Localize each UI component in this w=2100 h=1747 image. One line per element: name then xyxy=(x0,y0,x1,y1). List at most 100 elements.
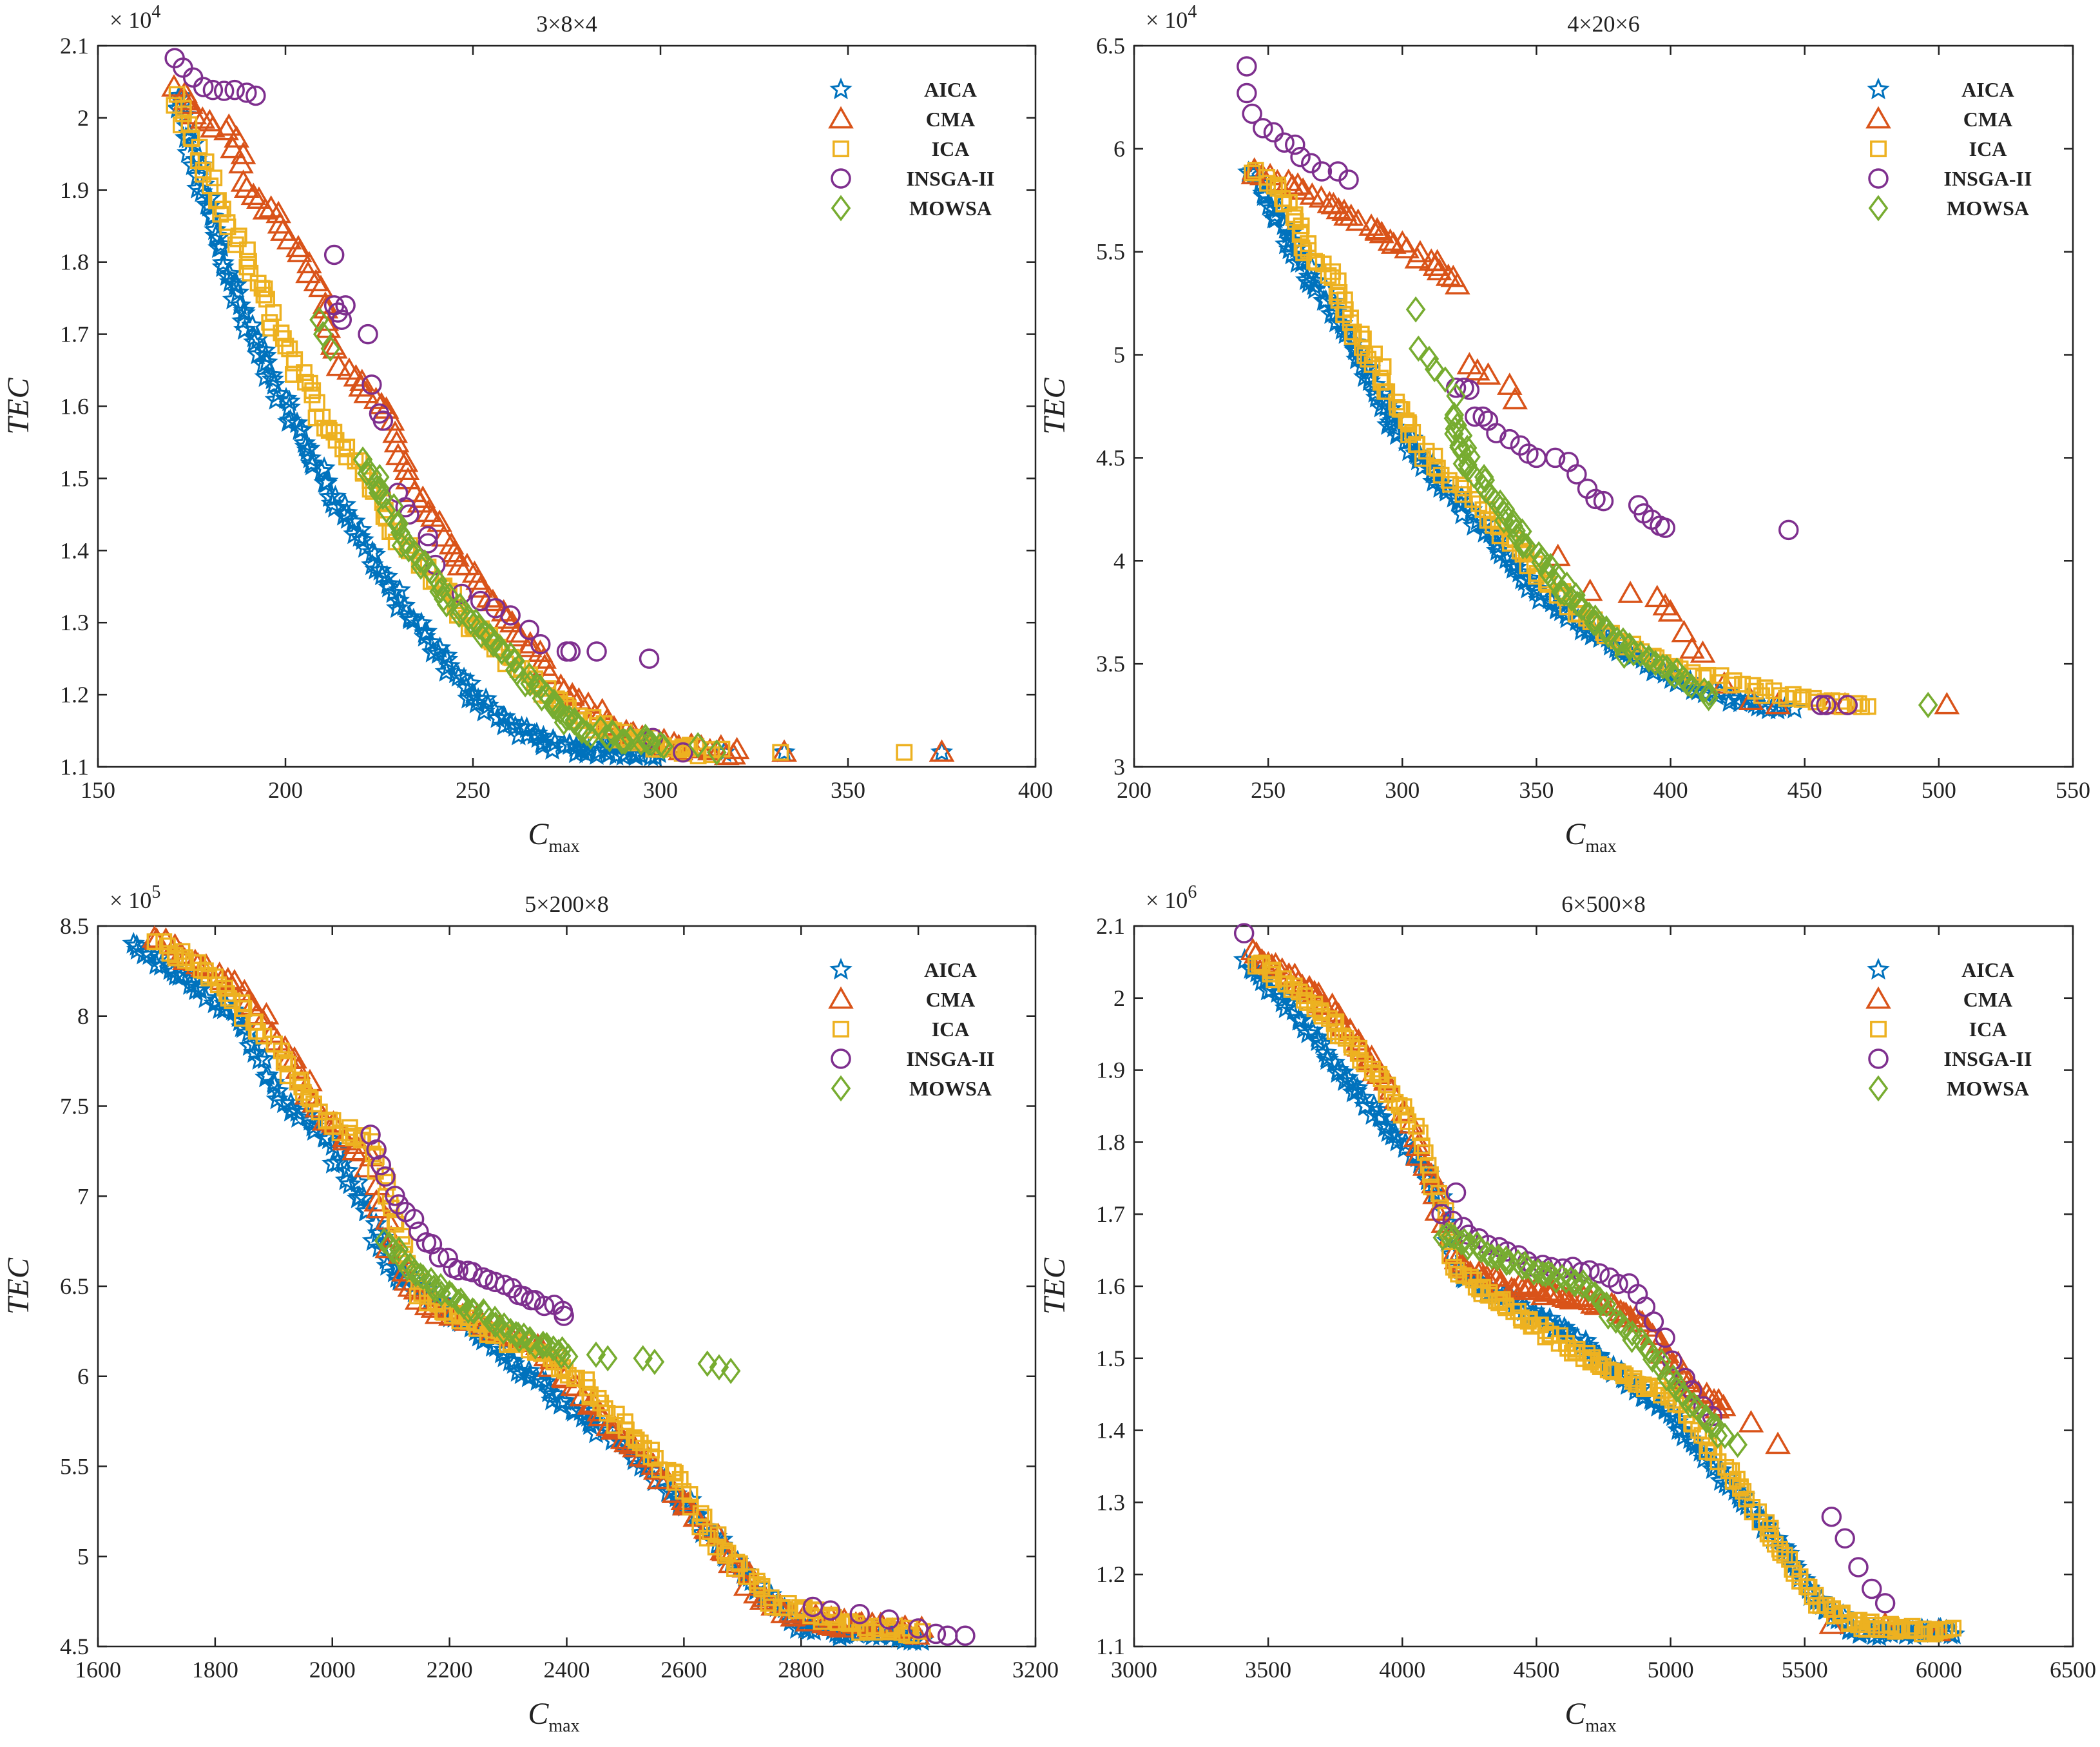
data-point xyxy=(1835,1528,1855,1549)
x-tick-label: 3500 xyxy=(1245,1657,1291,1683)
data-point xyxy=(1275,195,1293,213)
x-tick-label: 1600 xyxy=(75,1657,121,1683)
data-point xyxy=(276,227,302,250)
y-tick-label: 6 xyxy=(1113,136,1125,162)
data-point xyxy=(1639,646,1659,673)
data-point xyxy=(1287,213,1304,230)
data-point xyxy=(644,1348,665,1375)
legend-label: CMA xyxy=(926,108,975,131)
data-point xyxy=(1486,423,1507,443)
data-point xyxy=(361,374,382,395)
x-tick-label: 300 xyxy=(1385,777,1420,803)
data-point xyxy=(1862,1578,1882,1599)
data-point xyxy=(929,739,955,762)
data-point xyxy=(262,372,286,395)
data-point xyxy=(1513,530,1534,557)
legend-marker xyxy=(1870,140,1887,157)
y-tick-label: 1.5 xyxy=(60,465,89,491)
data-point xyxy=(1617,581,1643,603)
data-point xyxy=(1352,1052,1369,1069)
data-point xyxy=(1334,1027,1351,1045)
data-point xyxy=(278,409,302,430)
data-point xyxy=(1635,1297,1656,1317)
x-tick-label: 4000 xyxy=(1379,1657,1425,1683)
x-axis-label-sub: max xyxy=(548,836,579,856)
data-point xyxy=(1408,335,1429,362)
data-point xyxy=(1545,447,1566,468)
data-point xyxy=(673,742,693,763)
data-point xyxy=(764,1598,781,1616)
data-point xyxy=(1723,1462,1740,1480)
exponent-label: × 105 xyxy=(110,882,160,913)
data-point xyxy=(216,113,242,136)
legend-marker xyxy=(1870,1021,1887,1038)
x-tick-label: 1800 xyxy=(192,1657,238,1683)
data-point xyxy=(338,438,356,456)
data-point xyxy=(285,354,303,372)
data-point xyxy=(606,1416,623,1434)
data-point xyxy=(537,1331,557,1358)
data-point xyxy=(377,575,401,597)
legend-label: MOWSA xyxy=(909,197,992,220)
data-point xyxy=(371,1155,391,1175)
data-point xyxy=(1657,1365,1677,1392)
data-point xyxy=(392,449,419,472)
x-tick-label: 3000 xyxy=(1111,1657,1157,1683)
data-point xyxy=(878,1609,900,1630)
data-point xyxy=(1446,383,1466,409)
data-point xyxy=(1338,169,1359,190)
y-tick-label: 3 xyxy=(1113,754,1125,780)
y-tick-label: 1.2 xyxy=(1096,1561,1125,1587)
data-point xyxy=(621,725,641,752)
y-axis-label: TEC xyxy=(1037,378,1072,435)
data-point xyxy=(1389,399,1406,416)
data-point xyxy=(1530,1282,1556,1306)
data-point xyxy=(500,605,521,626)
legend: AICA CMA ICA INSGA-II MOWSA xyxy=(1865,77,2032,222)
y-tick-label: 6 xyxy=(77,1364,89,1389)
data-point xyxy=(1452,476,1469,494)
data-point xyxy=(309,306,329,333)
x-axis-label-main: C xyxy=(1565,1697,1586,1731)
data-point xyxy=(278,389,301,412)
data-point xyxy=(331,309,352,330)
data-point xyxy=(436,591,457,618)
data-point xyxy=(307,409,325,427)
data-point xyxy=(290,418,314,439)
x-axis-label: Cmax xyxy=(1565,817,1616,856)
data-point xyxy=(138,943,161,965)
panel-1: 150 200 250 300 350 400 1.1 1.2 1.3 1.4 1.5 1.6 1.7 1… xyxy=(1,2,1053,856)
x-axis-label-sub: max xyxy=(548,1716,579,1736)
data-point xyxy=(1471,1237,1492,1264)
data-point xyxy=(485,1311,506,1338)
data-point xyxy=(552,1389,576,1411)
y-tick-label: 1.1 xyxy=(1096,1634,1125,1659)
data-point xyxy=(1464,406,1485,427)
data-point xyxy=(1513,533,1533,560)
data-point xyxy=(1606,1308,1626,1334)
data-point xyxy=(385,1185,405,1206)
y-tick-label: 2 xyxy=(77,105,89,131)
data-point xyxy=(548,1393,572,1415)
data-point xyxy=(572,717,592,744)
data-point xyxy=(1424,356,1445,383)
data-point xyxy=(1237,82,1257,104)
data-point xyxy=(1657,599,1684,622)
data-point xyxy=(313,470,336,493)
data-point xyxy=(508,1321,528,1348)
data-point xyxy=(1821,1507,1842,1527)
legend-label: CMA xyxy=(926,988,975,1011)
data-point xyxy=(552,695,568,712)
data-point xyxy=(277,338,294,354)
x-axis-label-sub: max xyxy=(1585,1716,1616,1736)
data-point xyxy=(296,251,322,274)
legend-marker xyxy=(831,195,851,222)
data-point xyxy=(357,460,377,487)
data-point xyxy=(368,479,389,507)
data-point xyxy=(1545,597,1568,620)
series-insga-ii xyxy=(360,1124,976,1646)
exponent-label: × 104 xyxy=(110,2,160,33)
data-point xyxy=(279,1056,296,1073)
data-point xyxy=(264,388,288,410)
data-point xyxy=(369,392,394,414)
